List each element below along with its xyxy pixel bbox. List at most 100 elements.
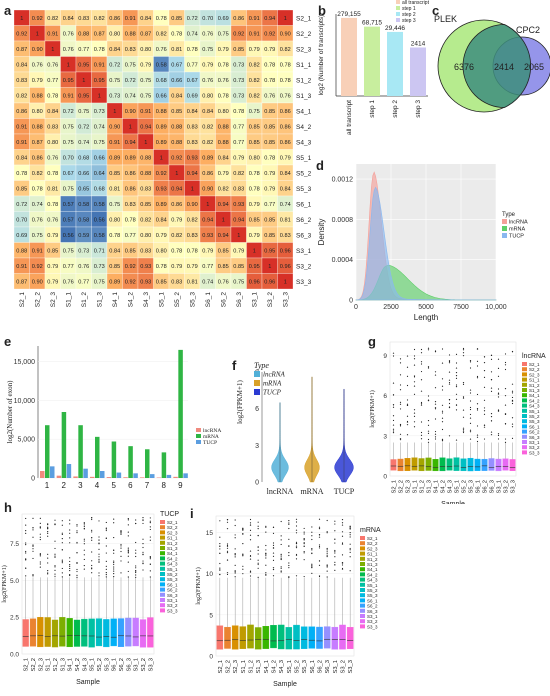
outlier-point [392,394,395,396]
outlier-point [490,434,493,436]
legend-swatch [254,371,260,377]
outlier-point [120,545,122,547]
outlier-point [413,412,416,414]
heatmap-cell-label: 0.84 [47,109,58,115]
outlier-point [413,358,416,360]
outlier-point [272,559,275,562]
legend-title: TUCP [160,511,179,518]
legend-swatch [522,382,527,387]
legend-swatch [522,440,527,444]
outlier-point [441,404,444,406]
outlier-point [54,547,56,550]
outlier-point [392,432,395,434]
outlier-point [490,420,493,422]
outlier-point [91,551,93,553]
heatmap-cell-label: 0.85 [171,16,182,22]
outlier-point [469,408,472,411]
heatmap-cell-label: 0.75 [109,202,120,208]
outlier-point [234,571,236,573]
heatmap-cell-label: 0.87 [32,140,43,146]
outlier-point [61,549,63,551]
heatmap-col-label: S2_1 [19,292,26,308]
box [125,617,132,647]
outlier-point [226,550,229,552]
heatmap-cell-label: 0.85 [249,217,260,223]
outlier-point [295,521,298,523]
outlier-point [326,532,328,534]
x-tick-label: S2_2 [31,658,37,672]
outlier-point [105,527,107,529]
heatmap-cell-label: 0.85 [109,171,120,177]
x-tick-label: lncRNA [267,487,294,496]
heatmap-cell-label: 0.83 [125,202,136,208]
outlier-point [406,384,409,387]
heatmap-cell-label: 0.87 [16,47,27,53]
heatmap-cell-label: 0.67 [171,62,182,68]
heatmap-col-label: S5_3 [189,292,196,308]
heatmap-row-label: S1_3 [296,93,312,100]
legend-swatch [522,403,527,408]
heatmap-cell-label: 0.84 [156,217,167,223]
legend-swatch [396,0,400,4]
outlier-point [98,553,100,555]
outlier-point [272,547,275,549]
outlier-point [69,569,71,572]
exon-bar [73,476,78,478]
outlier-point [326,566,328,568]
outlier-point [120,550,122,553]
outlier-point [420,352,423,354]
outlier-point [61,560,63,563]
outlier-point [113,575,115,578]
heatmap-cell-label: 0.77 [264,202,275,208]
outlier-point [257,549,259,551]
box [81,618,88,647]
heatmap-cell-label: 0.91 [94,62,105,68]
exon-bar [166,474,172,478]
outlier-point [413,381,416,383]
y-axis-label: log2 (Number of transcripts) [318,15,325,96]
outlier-point [234,576,236,578]
outlier-point [448,362,451,364]
outlier-point [25,567,27,569]
legend-label: S5_1 [167,567,178,572]
outlier-point [257,559,259,561]
x-tick-label: S3_2 [504,480,510,494]
outlier-point [476,393,479,396]
heatmap-cell-label: 0.76 [280,93,291,99]
outlier-point [413,376,416,378]
outlier-point [420,438,423,440]
venn-set-label: CPC2 [516,25,540,35]
outlier-point [448,381,451,384]
outlier-point [490,378,493,381]
outlier-point [462,383,465,385]
heatmap-cell-label: 1 [160,155,163,161]
outlier-point [226,559,229,561]
outlier-point [32,548,34,550]
outlier-point [83,554,85,556]
y-tick-label: 0 [383,474,387,481]
heatmap-cell-label: 0.73 [94,264,105,270]
legend-swatch [160,535,165,540]
panel-label-d: d [316,158,324,173]
outlier-point [434,374,437,376]
outlier-point [39,566,41,568]
heatmap-cell-label: 0.96 [249,279,260,285]
heatmap-cell-label: 0.66 [94,155,105,161]
outlier-point [455,439,458,441]
outlier-point [448,406,451,409]
heatmap-cell-label: 0.65 [78,186,89,192]
outlier-point [427,430,430,432]
outlier-point [257,563,259,566]
outlier-point [234,534,236,536]
outlier-point [334,564,336,566]
x-tick-label: S3_2 [341,660,347,674]
outlier-point [142,560,144,562]
legend-swatch [522,414,527,418]
outlier-point [413,385,416,387]
x-axis-label: Sample [76,679,100,686]
heatmap-cell-label: 0.78 [47,171,58,177]
heatmap-cell-label: 0.77 [125,233,136,239]
length-density-chart: 0 0.0004 0.0008 0.0012 0 2500 5000 7500 10,000 Le… [317,164,528,322]
outlier-point [311,552,313,554]
